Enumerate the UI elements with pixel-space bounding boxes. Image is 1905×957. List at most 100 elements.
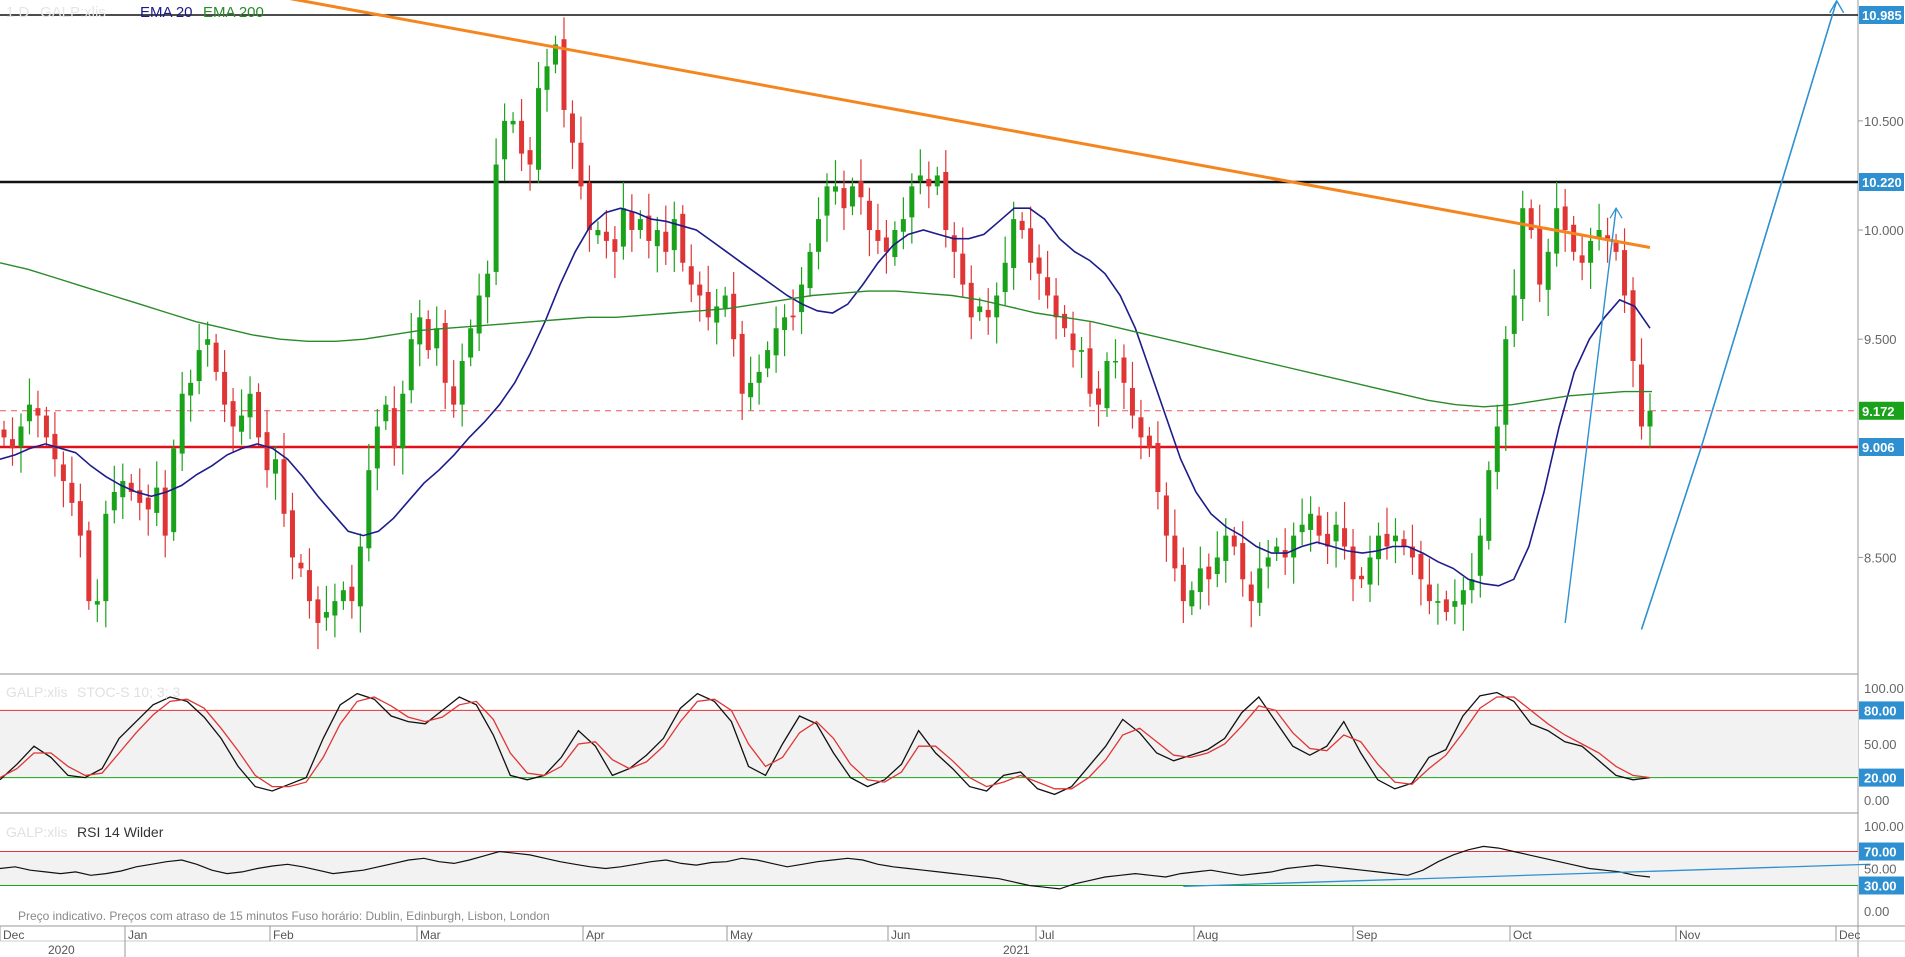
candle-body[interactable] xyxy=(1562,206,1568,231)
candle-body[interactable] xyxy=(162,487,168,536)
stoch-d-line[interactable] xyxy=(0,696,1651,790)
candle-body[interactable] xyxy=(434,328,440,349)
candle-body[interactable] xyxy=(994,295,1000,318)
candle-body[interactable] xyxy=(578,142,584,187)
candle-body[interactable] xyxy=(1197,568,1203,592)
candle-body[interactable] xyxy=(451,386,457,405)
candle-body[interactable] xyxy=(43,415,49,438)
candle-body[interactable] xyxy=(289,510,295,558)
candle-body[interactable] xyxy=(1291,535,1297,558)
candle-body[interactable] xyxy=(86,530,92,602)
candle-body[interactable] xyxy=(306,570,312,602)
candle-body[interactable] xyxy=(1545,251,1551,290)
candle-body[interactable] xyxy=(1257,568,1263,603)
candle-body[interactable] xyxy=(1274,546,1280,553)
candle-body[interactable] xyxy=(281,459,287,514)
candle-body[interactable] xyxy=(1180,564,1186,602)
candle-body[interactable] xyxy=(1537,226,1543,285)
candle-body[interactable] xyxy=(714,306,720,323)
candle-body[interactable] xyxy=(188,382,194,396)
candle-body[interactable] xyxy=(943,171,949,231)
stoch-symbol-label[interactable]: GALP:xlis xyxy=(6,684,67,700)
candle-body[interactable] xyxy=(425,319,431,351)
candle-body[interactable] xyxy=(94,601,100,605)
candle-body[interactable] xyxy=(832,186,838,192)
candle-body[interactable] xyxy=(1579,255,1585,263)
candle-body[interactable] xyxy=(756,371,762,383)
candle-body[interactable] xyxy=(205,339,211,345)
candle-body[interactable] xyxy=(1146,435,1152,449)
candle-body[interactable] xyxy=(1486,470,1492,541)
candle-body[interactable] xyxy=(917,175,923,182)
candle-body[interactable] xyxy=(103,513,109,602)
candle-body[interactable] xyxy=(1452,601,1458,607)
candle-body[interactable] xyxy=(77,501,83,536)
candle-body[interactable] xyxy=(1087,348,1093,394)
candle-body[interactable] xyxy=(1096,388,1102,405)
candle-body[interactable] xyxy=(1240,543,1246,580)
candle-body[interactable] xyxy=(1079,350,1085,352)
candle-body[interactable] xyxy=(264,432,270,471)
candle-body[interactable] xyxy=(1316,515,1322,536)
candle-body[interactable] xyxy=(111,491,117,511)
candle-body[interactable] xyxy=(697,284,703,296)
stoch-name-label[interactable]: STOC-S 10; 3; 3 xyxy=(77,684,180,700)
candle-body[interactable] xyxy=(213,342,219,372)
candle-body[interactable] xyxy=(1138,417,1144,438)
candle-body[interactable] xyxy=(586,182,592,231)
candle-body[interactable] xyxy=(671,219,677,251)
candle-body[interactable] xyxy=(332,601,338,616)
candle-body[interactable] xyxy=(1121,357,1127,383)
candle-body[interactable] xyxy=(485,273,491,298)
candle-body[interactable] xyxy=(1045,277,1051,296)
candle-body[interactable] xyxy=(1062,313,1068,329)
candle-body[interactable] xyxy=(315,599,321,623)
candle-body[interactable] xyxy=(1036,257,1042,274)
candle-body[interactable] xyxy=(69,482,75,503)
candle-body[interactable] xyxy=(1511,295,1517,334)
candle-body[interactable] xyxy=(960,253,966,285)
candle-body[interactable] xyxy=(1028,228,1034,263)
candle-body[interactable] xyxy=(128,482,134,492)
candle-body[interactable] xyxy=(1359,575,1365,580)
candle-body[interactable] xyxy=(1325,533,1331,547)
candle-body[interactable] xyxy=(595,230,601,236)
candle-body[interactable] xyxy=(1588,240,1594,263)
candle-body[interactable] xyxy=(552,44,558,65)
candle-body[interactable] xyxy=(790,315,796,318)
candle-body[interactable] xyxy=(1520,208,1526,299)
candle-body[interactable] xyxy=(1342,528,1348,547)
candle-body[interactable] xyxy=(239,415,245,432)
candle-body[interactable] xyxy=(680,213,686,263)
candle-body[interactable] xyxy=(739,333,745,394)
candle-body[interactable] xyxy=(620,208,626,247)
timeframe-label[interactable]: 1 D xyxy=(6,4,30,21)
candle-body[interactable] xyxy=(1477,535,1483,576)
candle-body[interactable] xyxy=(230,401,236,427)
candle-body[interactable] xyxy=(1002,262,1008,293)
candle-body[interactable] xyxy=(765,350,771,369)
candle-body[interactable] xyxy=(1613,242,1619,252)
candle-body[interactable] xyxy=(858,181,864,198)
projection-leg[interactable] xyxy=(1564,208,1617,623)
candle-body[interactable] xyxy=(816,219,822,252)
rsi-line[interactable] xyxy=(0,845,1651,890)
candle-body[interactable] xyxy=(323,612,329,618)
candle-body[interactable] xyxy=(909,186,915,218)
candle-body[interactable] xyxy=(400,393,406,449)
candle-body[interactable] xyxy=(951,235,957,252)
candle-body[interactable] xyxy=(849,186,855,207)
candle-body[interactable] xyxy=(357,546,363,607)
candle-body[interactable] xyxy=(1112,360,1118,363)
candle-body[interactable] xyxy=(298,562,304,569)
candle-body[interactable] xyxy=(1206,566,1212,580)
candle-body[interactable] xyxy=(366,470,372,549)
candle-body[interactable] xyxy=(663,231,669,252)
candle-body[interactable] xyxy=(612,239,618,252)
candle-body[interactable] xyxy=(824,186,830,216)
candle-body[interactable] xyxy=(1647,410,1653,427)
symbol-label[interactable]: GALP:xlis xyxy=(40,4,106,21)
candle-body[interactable] xyxy=(1104,360,1110,409)
candle-body[interactable] xyxy=(60,464,66,482)
candle-body[interactable] xyxy=(1409,546,1415,558)
